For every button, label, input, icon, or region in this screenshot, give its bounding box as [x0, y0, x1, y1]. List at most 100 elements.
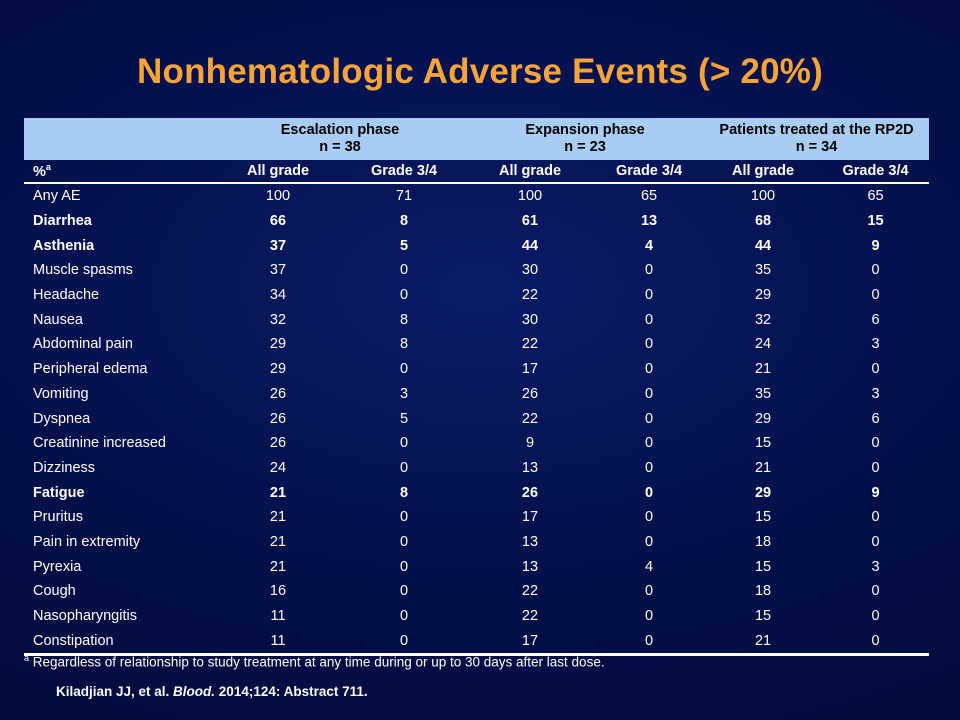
- table-cell: 0: [644, 608, 654, 625]
- table-row: Creatinine increased 26 0 9 0 15 0: [24, 431, 929, 456]
- table-cell: 9: [871, 237, 880, 254]
- table-row: Asthenia 37 5 44 4 44 9: [24, 233, 929, 258]
- table-cell: 0: [644, 484, 654, 501]
- table-cell: 8: [399, 336, 409, 353]
- table-cell: 61: [521, 213, 539, 230]
- table-cell: 68: [754, 213, 772, 230]
- column-header: Grade 3/4: [342, 160, 466, 184]
- group-header-escalation: Escalation phase n = 38: [214, 118, 466, 160]
- table-cell: 0: [644, 385, 654, 402]
- adverse-events-table: Escalation phase n = 38 Expansion phase …: [24, 118, 930, 657]
- table-cell: 0: [644, 311, 654, 328]
- table-cell: 37: [269, 237, 287, 254]
- table-cell: 0: [644, 336, 654, 353]
- table-cell: 0: [399, 509, 409, 526]
- slide-title: Nonhematologic Adverse Events (> 20%): [137, 52, 823, 91]
- group-header-row: Escalation phase n = 38 Expansion phase …: [24, 118, 930, 160]
- row-label: Fatigue: [33, 484, 85, 501]
- table-cell: 0: [644, 459, 654, 476]
- row-label: Dizziness: [33, 459, 96, 476]
- table-cell: 22: [521, 336, 539, 353]
- adverse-events-table-container: Escalation phase n = 38 Expansion phase …: [24, 118, 930, 657]
- table-row: Diarrhea 66 8 61 13 68 15: [24, 209, 929, 234]
- table-cell: 11: [270, 608, 286, 625]
- table-cell: 21: [269, 558, 287, 575]
- table-cell: 26: [521, 484, 539, 501]
- table-cell: 0: [871, 435, 880, 452]
- group-header-rp2d: Patients treated at the RP2D n = 34: [704, 118, 930, 160]
- group-n: n = 38: [319, 139, 361, 155]
- table-cell: 13: [640, 213, 658, 230]
- table-cell: 0: [871, 608, 880, 625]
- table-cell: 21: [269, 533, 287, 550]
- group-header-empty: [24, 118, 214, 160]
- footnote-text: Regardless of relationship to study trea…: [29, 654, 605, 670]
- table-cell: 65: [867, 188, 884, 205]
- table-cell: 30: [521, 311, 539, 328]
- table-cell: 0: [399, 459, 409, 476]
- table-cell: 22: [521, 583, 539, 600]
- table-row: Dyspnea 26 5 22 0 29 6: [24, 406, 929, 431]
- table-cell: 4: [644, 237, 654, 254]
- row-label: Asthenia: [33, 237, 95, 254]
- table-cell: 35: [754, 385, 772, 402]
- table-cell: 3: [871, 336, 880, 353]
- table-cell: 11: [214, 628, 342, 657]
- table-cell: 71: [395, 188, 413, 205]
- table-cell: 22: [521, 410, 539, 427]
- table-cell: 0: [644, 262, 654, 279]
- table-row: Fatigue 21 8 26 0 29 9: [24, 480, 929, 505]
- row-label: Nasopharyngitis: [33, 608, 137, 625]
- footnote-marker: a: [45, 162, 51, 173]
- table-row: Constipation 11 0 17 0 21 0: [24, 628, 930, 657]
- row-label: Pruritus: [33, 509, 83, 526]
- table-row: Dizziness 24 0 13 0 21 0: [24, 456, 929, 481]
- table-cell: 66: [269, 213, 287, 230]
- table-cell: 0: [594, 628, 705, 657]
- table-cell: 15: [754, 435, 772, 452]
- table-cell: 4: [644, 558, 654, 575]
- table-cell: 100: [517, 188, 543, 205]
- table-row: Pruritus 21 0 17 0 15 0: [24, 505, 929, 530]
- table-cell: 22: [521, 608, 539, 625]
- table-cell: 0: [399, 262, 409, 279]
- table-cell: 21: [704, 628, 823, 657]
- table-cell: 0: [871, 459, 880, 476]
- row-label: Pyrexia: [33, 558, 82, 575]
- table-row: Abdominal pain 29 8 22 0 24 3: [24, 332, 929, 357]
- table-cell: 0: [871, 509, 880, 526]
- table-cell: 0: [871, 361, 880, 378]
- table-cell: 21: [754, 361, 772, 378]
- row-label: Muscle spasms: [33, 262, 133, 279]
- table-cell: 34: [269, 287, 287, 304]
- table-cell: 26: [269, 410, 287, 427]
- table-cell: 6: [871, 311, 880, 328]
- table-cell: 0: [399, 533, 409, 550]
- table-cell: 5: [399, 410, 409, 427]
- table-cell: 22: [521, 287, 539, 304]
- table-row: Headache 34 0 22 0 29 0: [24, 283, 929, 308]
- column-header: Grade 3/4: [594, 160, 705, 184]
- percent-symbol: %: [33, 163, 46, 180]
- group-name: Escalation phase: [280, 122, 400, 138]
- table-cell: 0: [644, 287, 654, 304]
- table-cell: 0: [399, 361, 409, 378]
- table-cell: 13: [521, 459, 539, 476]
- table-cell: 65: [640, 188, 658, 205]
- table-cell: 3: [399, 385, 409, 402]
- table-cell: 26: [269, 385, 287, 402]
- table-cell: 15: [754, 509, 772, 526]
- row-label: Cough: [33, 583, 76, 600]
- table-cell: 17: [521, 361, 539, 378]
- row-label: Headache: [33, 287, 100, 304]
- table-cell: 35: [754, 262, 772, 279]
- table-cell: 21: [754, 459, 772, 476]
- table-cell: 0: [399, 558, 409, 575]
- table-cell: 9: [525, 435, 535, 452]
- table-body: Any AE 100 71 100 65 100 65 Diarrhea 66 8 61 13 68 15…: [24, 183, 930, 657]
- group-header-expansion: Expansion phase n = 23: [466, 118, 705, 160]
- table-cell: 32: [269, 311, 287, 328]
- footnote: a Regardless of relationship to study tr…: [24, 653, 605, 670]
- table-cell: 44: [754, 237, 772, 254]
- table-row: Any AE 100 71 100 65 100 65: [24, 183, 929, 209]
